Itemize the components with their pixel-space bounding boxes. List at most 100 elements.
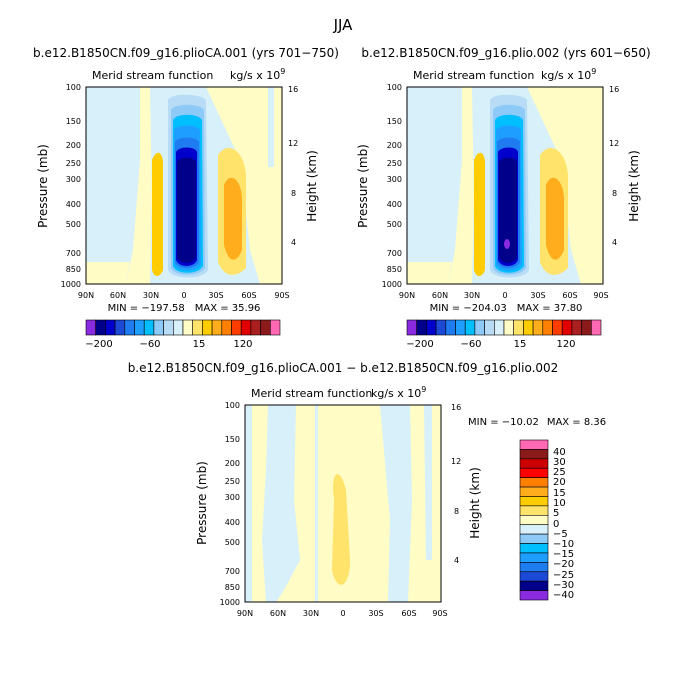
colorbar-swatch (163, 319, 174, 336)
colorbar-swatch (519, 533, 549, 544)
colorbar-swatch (519, 496, 549, 507)
panel-3-minmax: MIN = −10.02 MAX = 8.36 (468, 417, 606, 428)
panel-3-title: b.e12.B1850CN.f09_g16.plioCA.001 − b.e12… (128, 361, 559, 375)
x-tick: 60N (270, 609, 286, 618)
panel-3-units: kg/s x 109 (371, 385, 426, 400)
colorbar-swatch (85, 319, 96, 336)
colorbar-swatch (519, 543, 549, 554)
y-tick: 100 (225, 401, 240, 410)
colorbar-label: 30 (553, 457, 566, 468)
y-right-tick: 4 (454, 556, 459, 565)
y-right-tick: 12 (451, 457, 461, 466)
y-tick: 250 (66, 159, 81, 168)
colorbar-label: −20 (553, 559, 574, 570)
y-tick: 150 (225, 435, 240, 444)
colorbar-swatch (532, 319, 544, 336)
colorbar-label: 10 (553, 498, 566, 509)
y-tick: 1000 (220, 598, 240, 607)
y-tick: 1000 (382, 280, 402, 289)
x-tick: 0 (340, 609, 345, 618)
y-right-tick: 4 (612, 238, 617, 247)
panel-3: b.e12.B1850CN.f09_g16.plioCA.001 − b.e12… (128, 361, 606, 618)
panel-3-y-ticks: 100 150 200 250 300 400 500 700 850 1000 (220, 401, 240, 607)
panel-3-x-ticks: 90N 60N 30N 0 30S 60S 90S (237, 609, 448, 618)
colorbar-swatch (211, 319, 223, 336)
y-right-tick: 12 (288, 139, 298, 148)
colorbar-swatch (435, 319, 447, 336)
x-tick: 60S (562, 291, 577, 300)
x-tick: 30S (368, 609, 383, 618)
panel-1-y-right-ticks: 16 12 8 4 (288, 85, 298, 247)
panel-2-y-ticks: 100 150 200 250 300 400 500 700 850 1000 (382, 83, 402, 289)
colorbar-swatch (590, 319, 602, 336)
y-right-tick: 8 (454, 507, 459, 516)
colorbar-swatch (105, 319, 116, 336)
colorbar-swatch (406, 319, 417, 336)
colorbar-swatch (519, 590, 549, 601)
x-tick: 30N (143, 291, 159, 300)
panel-2-subtitle: Merid stream function (413, 69, 534, 82)
panel-1-colorbar (85, 319, 281, 336)
y-tick: 300 (225, 493, 240, 502)
colorbar-swatch (519, 514, 549, 526)
y-tick: 200 (225, 459, 240, 468)
colorbar-swatch (143, 319, 155, 336)
colorbar-label: 20 (553, 477, 566, 488)
panel-3-subtitle: Merid stream function (251, 387, 372, 400)
colorbar-swatch (426, 319, 437, 336)
colorbar-label: −15 (553, 549, 574, 560)
colorbar-label: −5 (553, 529, 568, 540)
y-tick: 250 (387, 159, 402, 168)
colorbar-swatch (153, 319, 164, 336)
y-tick: 400 (225, 518, 240, 527)
colorbar-swatch (221, 319, 232, 336)
y-right-tick: 16 (451, 403, 461, 412)
colorbar-swatch (202, 319, 213, 336)
y-tick: 250 (225, 477, 240, 486)
colorbar-swatch (455, 319, 466, 336)
colorbar-swatch (464, 319, 476, 336)
colorbar-swatch (192, 319, 203, 336)
panel-3-colorbar-labels: 40 30 25 20 15 10 5 0 −5 −10 −15 −20 −25… (553, 447, 574, 601)
colorbar-label: −10 (553, 539, 574, 550)
y-tick: 200 (387, 141, 402, 150)
colorbar-label: 5 (553, 508, 559, 519)
colorbar-label: 15 (193, 339, 206, 350)
colorbar-label: −30 (553, 580, 574, 591)
y-tick: 150 (66, 117, 81, 126)
panel-2-colorbar (406, 319, 602, 336)
x-tick: 0 (181, 291, 186, 300)
x-tick: 60N (110, 291, 126, 300)
y-tick: 150 (387, 117, 402, 126)
colorbar-label: 0 (553, 519, 559, 530)
panel-2-title: b.e12.B1850CN.f09_g16.plio.002 (yrs 601−… (361, 46, 650, 60)
x-tick: 60S (401, 609, 416, 618)
panel-1-subtitle: Merid stream function (92, 69, 213, 82)
colorbar-label: 15 (553, 488, 566, 499)
colorbar-swatch (519, 562, 549, 573)
panel-2-y-right-ticks: 16 12 8 4 (609, 85, 619, 247)
y-tick: 500 (387, 220, 402, 229)
colorbar-label: −60 (139, 339, 160, 350)
x-tick: 30S (208, 291, 223, 300)
panel-1: b.e12.B1850CN.f09_g16.plioCA.001 (yrs 70… (33, 46, 339, 350)
colorbar-swatch (124, 319, 135, 336)
y-tick: 700 (66, 249, 81, 258)
y-tick: 300 (387, 175, 402, 184)
colorbar-label: −200 (85, 339, 112, 350)
x-tick: 60S (241, 291, 256, 300)
y-tick: 100 (66, 83, 81, 92)
colorbar-label: −40 (553, 590, 574, 601)
colorbar-swatch (581, 319, 592, 336)
x-tick: 30N (464, 291, 480, 300)
colorbar-swatch (519, 571, 549, 582)
y-tick: 500 (225, 538, 240, 547)
panel-2: b.e12.B1850CN.f09_g16.plio.002 (yrs 601−… (356, 46, 651, 350)
panel-2-colorbar-labels: −200 −60 15 120 (406, 339, 575, 350)
y-right-tick: 16 (288, 85, 298, 94)
y-tick: 850 (66, 265, 81, 274)
panel-2-field (407, 87, 603, 284)
colorbar-swatch (552, 319, 563, 336)
x-tick: 30S (530, 291, 545, 300)
